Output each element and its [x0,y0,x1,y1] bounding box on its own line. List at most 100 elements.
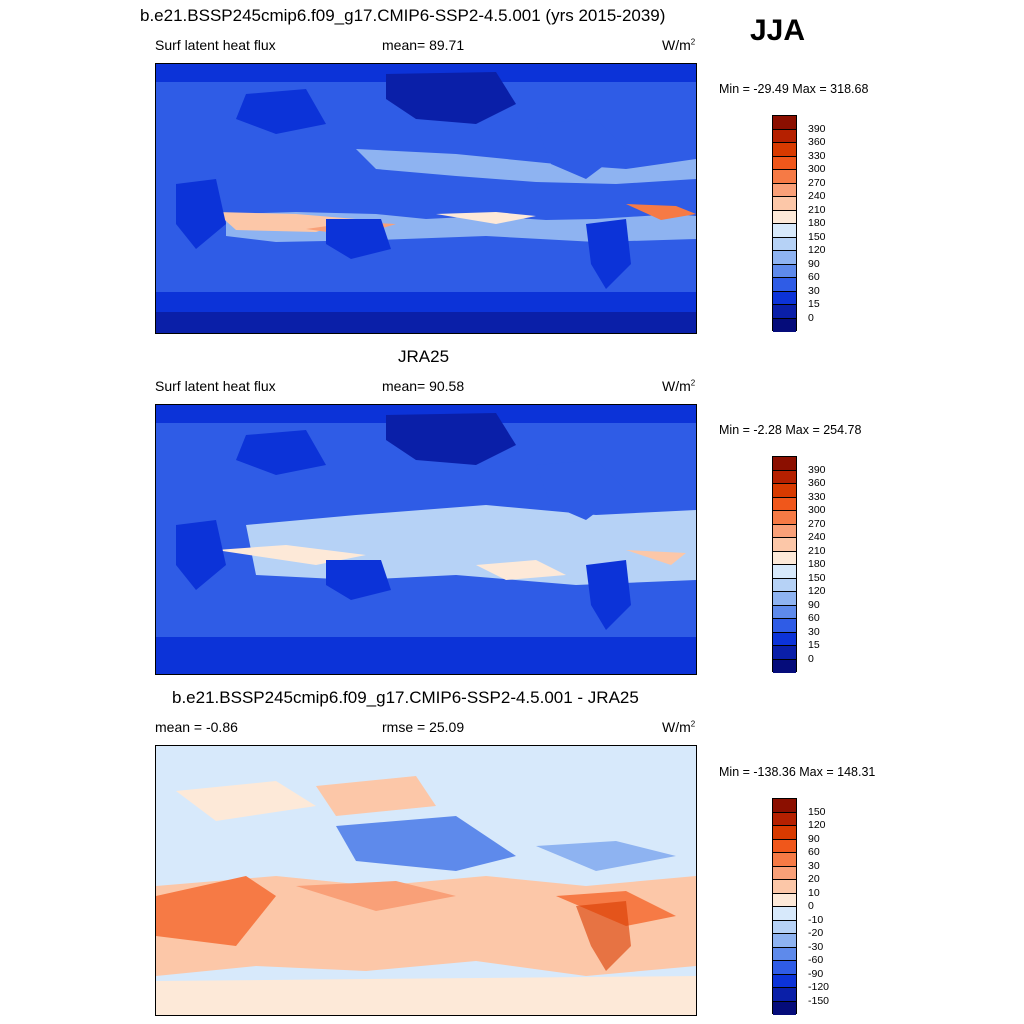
colorbar-tick-label: 180 [808,558,826,570]
colorbar-tick-label: 150 [808,805,826,818]
colorbar-swatch [773,659,796,673]
colorbar-swatch [773,170,796,184]
colorbar-swatch [773,278,796,292]
colorbar-tick-label: 150 [808,230,826,243]
colorbar-swatch [773,947,796,961]
colorbar-tick-label: -30 [808,940,824,953]
colorbar-tick-label: 0 [808,652,814,665]
colorbar-swatch [773,197,796,211]
panel-3-title: b.e21.BSSP245cmip6.f09_g17.CMIP6-SSP2-4.… [172,688,639,707]
colorbar-tick-label: -60 [808,954,824,966]
colorbar-tick-label: 90 [808,598,820,611]
colorbar-tick-label: 30 [808,859,820,872]
colorbar-tick-label: 90 [808,257,820,270]
panel-3-mean: mean = -0.86 [155,719,238,735]
colorbar-swatch [773,251,796,265]
colorbar-swatch [773,826,796,840]
colorbar-tick-label: 15 [808,298,820,310]
colorbar-tick-label: 120 [808,819,826,831]
colorbar-swatch [773,974,796,988]
colorbar-tick-label: -10 [808,913,824,926]
colorbar-tick-label: 90 [808,832,820,845]
panel-1-minmax: Min = -29.49 Max = 318.68 [719,82,869,96]
colorbar-swatch [773,264,796,278]
colorbar-tick-label: 150 [808,571,826,584]
colorbar-tick-label: 240 [808,190,826,202]
panel-2-mean: mean= 90.58 [382,378,465,394]
colorbar-tick-label: 270 [808,517,826,530]
colorbar-tick-label: 120 [808,585,826,597]
colorbar-tick-label: -150 [808,994,830,1007]
colorbar-tick-label: 240 [808,531,826,543]
panel-2-minmax: Min = -2.28 Max = 254.78 [719,423,862,437]
colorbar-swatch [773,457,796,471]
colorbar-tick-label: 210 [808,544,826,557]
colorbar-tick-label: 330 [808,149,826,162]
colorbar-tick-label: -120 [808,981,830,993]
colorbar-swatch [773,224,796,238]
colorbar-tick-label: 300 [808,504,826,516]
panel-3-rmse: rmse = 25.09 [382,719,465,735]
colorbar-swatch [773,210,796,224]
colorbar-tick-label: 210 [808,203,826,216]
colorbar-swatch [773,880,796,894]
colorbar-tick-label: 120 [808,244,826,256]
colorbar-swatch [773,470,796,484]
panel-1-map [155,63,697,334]
panel-3-map [155,745,697,1016]
colorbar-swatch [773,961,796,975]
colorbar-swatch [773,143,796,157]
colorbar-tick-label: 15 [808,639,820,651]
colorbar-swatch [773,920,796,934]
panel-1-mean: mean= 89.71 [382,37,465,53]
colorbar-swatch [773,646,796,660]
colorbar-tick-label: 60 [808,271,820,283]
panel-1-colorbar [772,115,797,332]
panel-2-map [155,404,697,675]
panel-3-minmax: Min = -138.36 Max = 148.31 [719,765,876,779]
panel-2-units: W/m2 [662,378,696,394]
colorbar-swatch [773,524,796,538]
colorbar-swatch [773,619,796,633]
colorbar-tick-label: 0 [808,311,814,324]
colorbar-tick-label: 10 [808,886,820,899]
colorbar-tick-label: -20 [808,927,824,939]
panel-3-colorbar [772,798,797,1015]
panel-2-title: JRA25 [398,347,450,366]
colorbar-swatch [773,511,796,525]
colorbar-tick-label: 390 [808,463,826,476]
colorbar-swatch [773,907,796,921]
colorbar-tick-label: 30 [808,284,820,297]
colorbar-tick-label: 180 [808,217,826,229]
colorbar-swatch [773,866,796,880]
colorbar-swatch [773,116,796,130]
colorbar-swatch [773,484,796,498]
colorbar-swatch [773,291,796,305]
panel-2-colorbar [772,456,797,673]
panel-2-variable: Surf latent heat flux [155,378,276,394]
colorbar-tick-label: 60 [808,846,820,858]
panel-1-variable: Surf latent heat flux [155,37,276,53]
season-label: JJA [750,14,806,47]
colorbar-tick-label: 390 [808,122,826,135]
colorbar-swatch [773,237,796,251]
colorbar-swatch [773,183,796,197]
colorbar-tick-label: 360 [808,477,826,489]
colorbar-tick-label: 360 [808,136,826,148]
colorbar-swatch [773,551,796,565]
colorbar-swatch [773,799,796,813]
colorbar-swatch [773,497,796,511]
colorbar-tick-label: 20 [808,873,820,885]
colorbar-swatch [773,592,796,606]
colorbar-swatch [773,853,796,867]
colorbar-swatch [773,1001,796,1015]
colorbar-swatch [773,934,796,948]
colorbar-swatch [773,812,796,826]
colorbar-tick-label: 0 [808,900,814,912]
colorbar-swatch [773,632,796,646]
colorbar-tick-label: -90 [808,967,824,980]
colorbar-swatch [773,988,796,1002]
colorbar-swatch [773,578,796,592]
colorbar-swatch [773,565,796,579]
colorbar-tick-label: 330 [808,490,826,503]
